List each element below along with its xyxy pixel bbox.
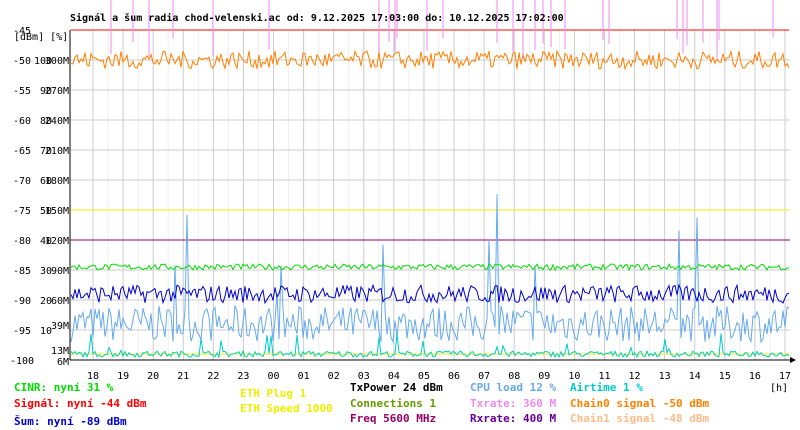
x-tick-label: 07: [478, 371, 490, 382]
y-rate-low-label: 39M: [51, 321, 69, 332]
y-pct-tick-label: 30: [40, 266, 52, 277]
series-line-Šum: [70, 283, 790, 305]
y-rate-tick-label: 300M: [45, 56, 69, 67]
legend-signal: Signál: nyní -44 dBm: [14, 397, 147, 410]
y-dbm-tick-label: -95: [13, 326, 31, 337]
y-rate-low-label: 6M: [57, 357, 69, 368]
series-line-Airtime: [70, 333, 790, 359]
y-dbm-tick-label: -50: [13, 56, 31, 67]
y-dbm-tick-label: -70: [13, 176, 31, 187]
y-axis-units: [dBm] [%]: [14, 32, 68, 43]
y-pct-tick-label: 20: [40, 296, 52, 307]
x-tick-label: 00: [267, 371, 279, 382]
y-pct-tick-label: 40: [40, 236, 52, 247]
x-tick-label: 17: [779, 371, 791, 382]
x-tick-label: 16: [749, 371, 761, 382]
x-tick-label: 15: [719, 371, 731, 382]
y-dbm-tick-label: -45: [13, 26, 31, 37]
x-tick-label: 05: [418, 371, 430, 382]
x-tick-label: 02: [328, 371, 340, 382]
series-lines: [70, 0, 790, 359]
x-tick-label: 13: [659, 371, 671, 382]
x-tick-label: 19: [117, 371, 129, 382]
legend-eth-speed: ETH Speed 1000: [240, 402, 333, 415]
x-axis-arrow: [790, 357, 796, 363]
series-line-Txrate: [110, 0, 774, 60]
x-tick-label: 14: [689, 371, 701, 382]
y-pct-tick-label: 90: [40, 86, 52, 97]
y-rate-low-label: 13M: [51, 346, 69, 357]
x-tick-label: 08: [508, 371, 520, 382]
y-pct-tick-label: 50: [40, 206, 52, 217]
x-tick-label: 18: [87, 371, 99, 382]
legend-cpu-load: CPU load 12 %: [470, 381, 557, 394]
y-dbm-tick-label: -80: [13, 236, 31, 247]
y-pct-tick-label: 10: [40, 326, 52, 337]
legend-cinr: CINR: nyní 31 %: [14, 381, 114, 394]
legend-freq: Freq 5600 MHz: [350, 412, 437, 425]
legend-chain1: Chain1 signal -48 dBm: [570, 412, 710, 425]
x-tick-label: 23: [237, 371, 249, 382]
y-dbm-tick-label: -60: [13, 116, 31, 127]
x-tick-label: 01: [298, 371, 310, 382]
x-tick-label: 22: [207, 371, 219, 382]
y-dbm-tick-label: -55: [13, 86, 31, 97]
y-dbm-tick-label: -100: [10, 356, 34, 367]
legend-chain0: Chain0 signal -50 dBm: [570, 397, 710, 410]
series-line-Chain0 signal: [70, 49, 790, 71]
series-line-CINR: [70, 263, 790, 272]
legend-sum: Šum: nyní -89 dBm: [14, 415, 127, 428]
legend-rxrate: Rxrate: 400 M: [470, 412, 557, 425]
chart-axes: 18 19 20 21 22 23 00 01 02 03 04 05 06 07 08 09 10 11 12 13…: [10, 26, 796, 382]
y-rate-tick-label: 210M: [45, 146, 69, 157]
legend-eth-plug: ETH Plug 1: [240, 387, 307, 400]
y-pct-tick-label: 80: [40, 116, 52, 127]
x-tick-label: 12: [629, 371, 641, 382]
y-rate-tick-label: 180M: [45, 176, 69, 187]
reference-lines: [70, 209, 790, 355]
y-dbm-tick-label: -65: [13, 146, 31, 157]
x-tick-label: 21: [177, 371, 189, 382]
chart-title: Signál a šum radia chod-velenski.ac od: …: [70, 12, 564, 24]
y-rate-tick-label: 240M: [45, 116, 69, 127]
y-rate-tick-label: 60M: [51, 296, 69, 307]
y-rate-tick-label: 120M: [45, 236, 69, 247]
y-dbm-tick-label: -85: [13, 266, 31, 277]
y-rate-tick-label: 270M: [45, 86, 69, 97]
y-rate-tick-label: 150M: [45, 206, 69, 217]
x-tick-label: 06: [448, 371, 460, 382]
y-pct-tick-label: 100: [34, 56, 52, 67]
y-dbm-tick-label: -90: [13, 296, 31, 307]
x-tick-label: 03: [358, 371, 370, 382]
legend-connections: Connections 1: [350, 397, 437, 410]
y-pct-tick-label: 70: [40, 146, 52, 157]
y-dbm-tick-label: -75: [13, 206, 31, 217]
legend-airtime: Airtime 1 %: [570, 381, 643, 394]
legend-txrate: Txrate: 360 M: [470, 397, 557, 410]
x-tick-label: 11: [598, 371, 610, 382]
series-line-CPU load: [70, 194, 790, 344]
x-axis-unit: [h]: [770, 383, 788, 394]
y-rate-tick-label: 90M: [51, 266, 69, 277]
legend-txpower: TxPower 24 dBm: [350, 381, 443, 394]
x-tick-label: 09: [538, 371, 550, 382]
y-pct-tick-label: 60: [40, 176, 52, 187]
x-tick-label: 20: [147, 371, 159, 382]
x-tick-label: 10: [568, 371, 580, 382]
x-tick-label: 04: [388, 371, 400, 382]
